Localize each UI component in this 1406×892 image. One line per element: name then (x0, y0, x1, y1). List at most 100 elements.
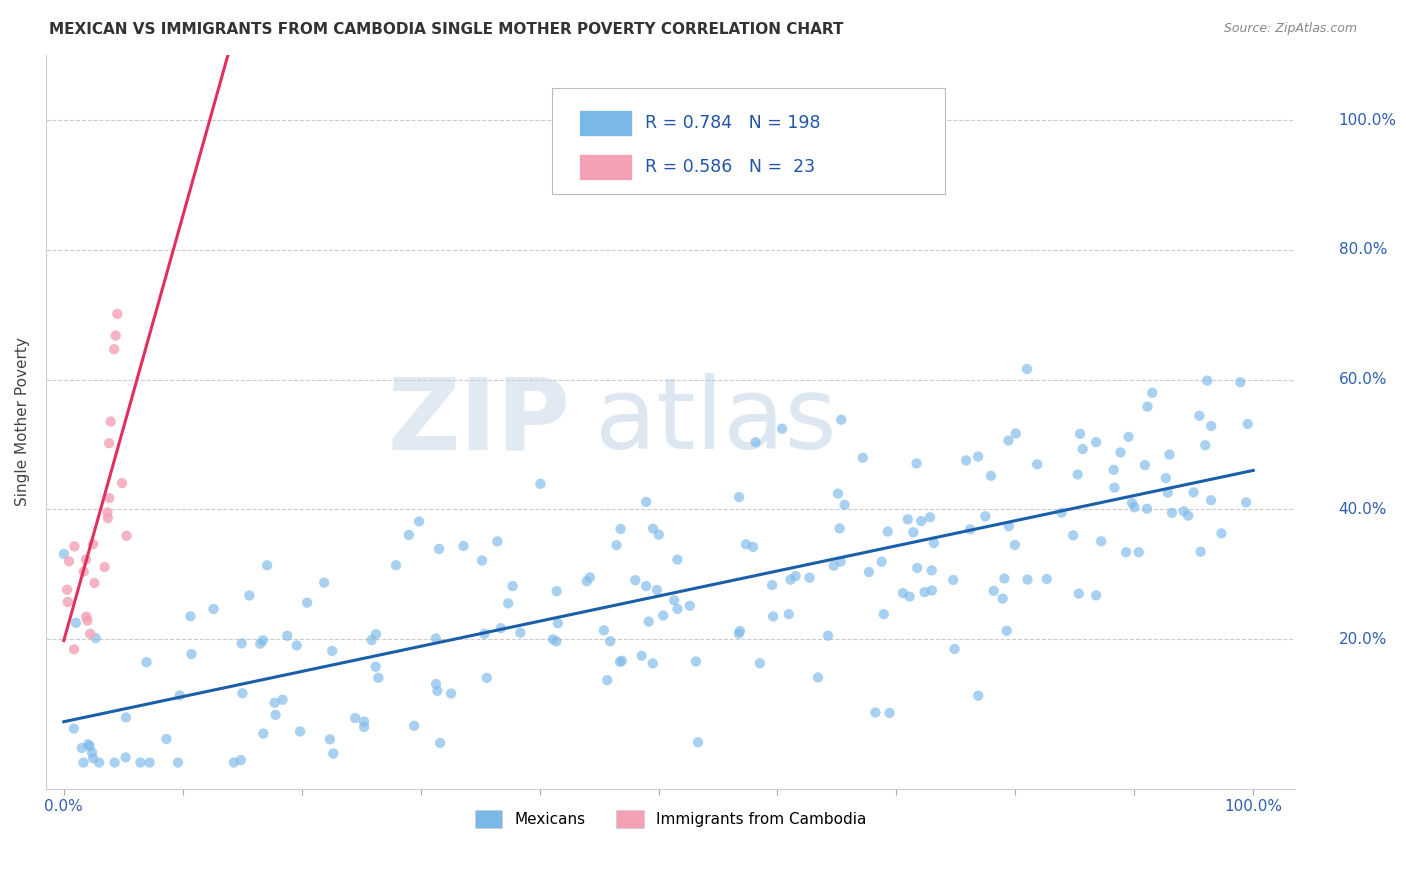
Point (636, 579, 658, 593)
Point (167, 756, 190, 770)
Point (873, 607, 896, 621)
Text: 20.0%: 20.0% (1339, 632, 1386, 647)
Point (425, 632, 447, 646)
Point (367, 671, 389, 685)
Point (1026, 458, 1049, 472)
Point (1104, 481, 1126, 495)
Point (891, 586, 914, 600)
Point (271, 692, 294, 706)
Point (344, 711, 367, 725)
Point (1085, 588, 1108, 602)
Point (991, 591, 1014, 606)
Point (56, 582, 79, 597)
Point (807, 670, 830, 684)
Point (967, 689, 990, 703)
Point (641, 522, 664, 536)
Point (830, 413, 852, 427)
Point (645, 582, 668, 597)
Point (314, 575, 336, 590)
Point (1062, 528, 1084, 542)
Point (263, 696, 285, 710)
Point (834, 498, 856, 512)
Point (1102, 463, 1125, 477)
Point (252, 726, 274, 740)
Point (610, 654, 633, 668)
Point (1050, 506, 1073, 520)
Point (1133, 458, 1156, 472)
Point (288, 724, 311, 739)
Point (1004, 426, 1026, 441)
Point (1015, 362, 1038, 376)
Point (921, 583, 943, 598)
Point (993, 571, 1015, 585)
Point (685, 655, 707, 669)
Text: 60.0%: 60.0% (1339, 372, 1388, 387)
Point (75, 609, 97, 624)
Point (264, 707, 287, 722)
Point (1154, 471, 1177, 485)
FancyBboxPatch shape (579, 153, 631, 180)
Point (502, 579, 524, 593)
Point (98, 436, 121, 450)
Point (918, 510, 941, 524)
Point (169, 689, 191, 703)
Point (453, 539, 475, 553)
Point (575, 574, 598, 589)
Point (1236, 417, 1258, 431)
Point (79, 739, 101, 754)
Point (742, 540, 765, 554)
Point (76, 614, 98, 628)
Point (103, 342, 125, 356)
FancyBboxPatch shape (579, 110, 631, 136)
Point (959, 522, 981, 536)
Point (546, 584, 568, 599)
Point (762, 609, 785, 624)
Point (955, 453, 977, 467)
Text: 80.0%: 80.0% (1339, 243, 1386, 258)
Text: 100.0%: 100.0% (1339, 112, 1396, 128)
Point (779, 573, 801, 587)
Point (238, 589, 260, 603)
Point (1090, 534, 1112, 549)
Point (475, 671, 498, 685)
Point (827, 486, 849, 500)
Point (321, 644, 343, 658)
Point (1066, 467, 1088, 482)
Point (879, 706, 901, 720)
Point (319, 732, 342, 747)
Point (898, 590, 921, 604)
Point (489, 621, 512, 635)
Point (905, 457, 928, 471)
Point (285, 639, 308, 653)
Point (546, 634, 568, 648)
Point (1069, 426, 1091, 441)
Point (75, 552, 97, 566)
Point (1004, 538, 1026, 552)
Point (1194, 438, 1216, 452)
Point (249, 637, 271, 651)
Point (914, 585, 936, 599)
Point (652, 608, 675, 623)
Point (496, 596, 519, 610)
Point (778, 607, 800, 622)
Text: R = 0.784   N = 198: R = 0.784 N = 198 (645, 114, 821, 132)
Point (735, 537, 758, 551)
Point (748, 657, 770, 671)
Point (997, 434, 1019, 448)
Text: MEXICAN VS IMMIGRANTS FROM CAMBODIA SINGLE MOTHER POVERTY CORRELATION CHART: MEXICAN VS IMMIGRANTS FROM CAMBODIA SING… (49, 22, 844, 37)
Point (256, 558, 278, 573)
Point (761, 578, 783, 592)
Text: atlas: atlas (596, 374, 837, 470)
Point (129, 756, 152, 770)
Point (624, 573, 647, 587)
Point (995, 624, 1018, 638)
Point (980, 468, 1002, 483)
Point (229, 753, 252, 767)
Point (1071, 442, 1094, 456)
Point (637, 615, 659, 629)
Point (97, 511, 120, 525)
Point (1121, 496, 1143, 510)
Point (666, 552, 689, 566)
Point (429, 736, 451, 750)
Point (63, 642, 86, 657)
